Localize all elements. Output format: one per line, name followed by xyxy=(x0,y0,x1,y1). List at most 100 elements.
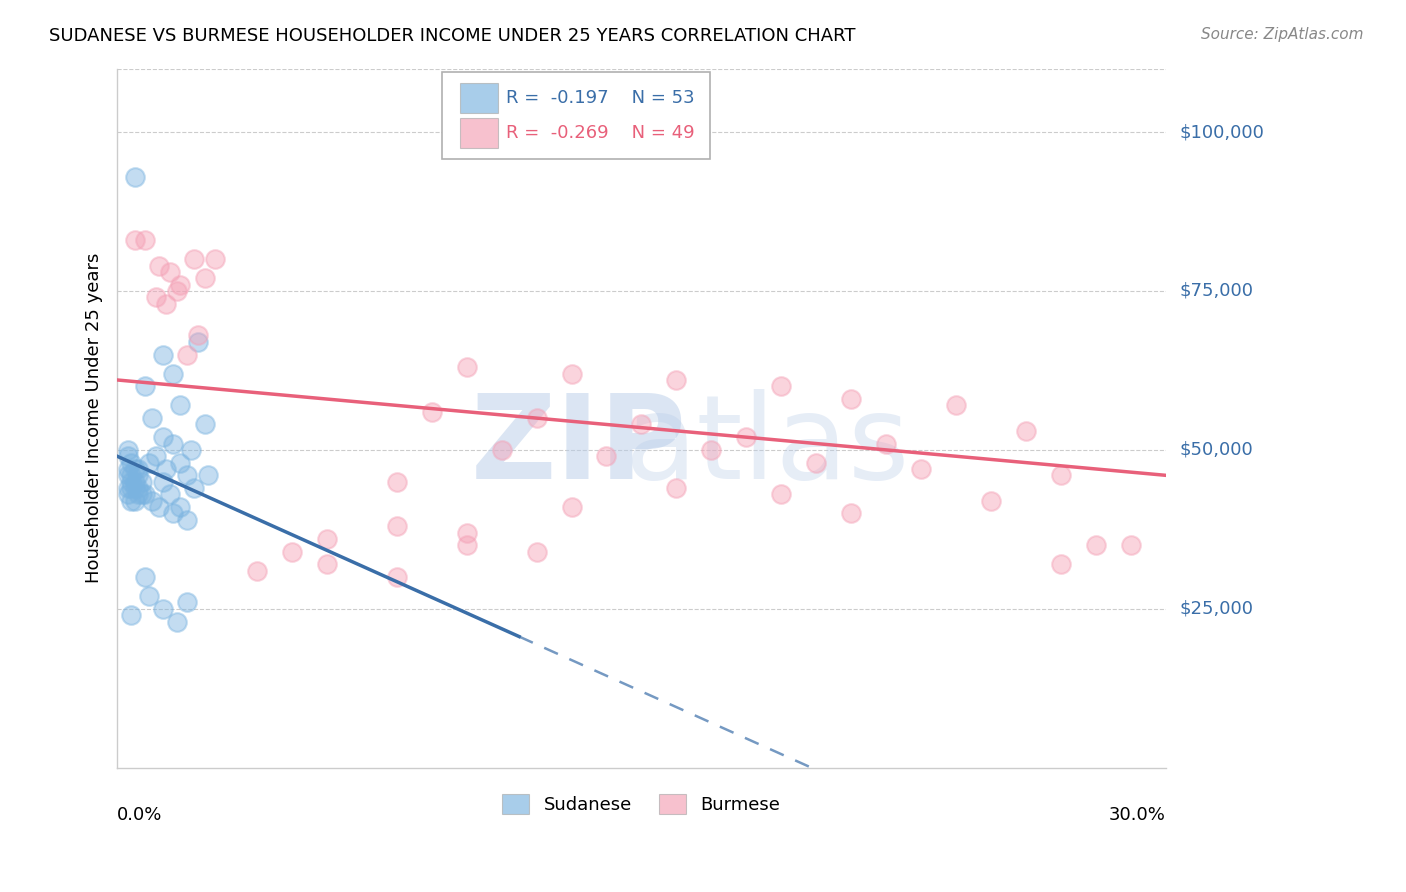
Point xyxy=(124,493,146,508)
Point xyxy=(138,589,160,603)
Point xyxy=(176,347,198,361)
Point xyxy=(169,500,191,514)
Point xyxy=(456,360,478,375)
Point xyxy=(526,544,548,558)
Point xyxy=(127,462,149,476)
Point xyxy=(180,442,202,457)
Point xyxy=(134,233,156,247)
Point xyxy=(561,367,583,381)
Point xyxy=(155,462,177,476)
Point xyxy=(117,468,139,483)
Point xyxy=(124,233,146,247)
Text: SUDANESE VS BURMESE HOUSEHOLDER INCOME UNDER 25 YEARS CORRELATION CHART: SUDANESE VS BURMESE HOUSEHOLDER INCOME U… xyxy=(49,27,856,45)
Legend: Sudanese, Burmese: Sudanese, Burmese xyxy=(495,788,787,822)
Point xyxy=(176,513,198,527)
Point xyxy=(193,271,215,285)
Point xyxy=(183,252,205,267)
Point xyxy=(281,544,304,558)
Point xyxy=(197,468,219,483)
Point xyxy=(910,462,932,476)
Point xyxy=(187,334,209,349)
Point xyxy=(134,487,156,501)
Y-axis label: Householder Income Under 25 years: Householder Income Under 25 years xyxy=(86,253,103,583)
Point xyxy=(561,500,583,514)
Point xyxy=(1050,558,1073,572)
Point xyxy=(145,290,167,304)
Point xyxy=(315,532,337,546)
Point xyxy=(839,507,862,521)
Point xyxy=(770,379,793,393)
FancyBboxPatch shape xyxy=(443,72,710,160)
Point xyxy=(127,481,149,495)
Text: atlas: atlas xyxy=(624,389,910,504)
Point xyxy=(124,475,146,489)
Point xyxy=(166,615,188,629)
Point xyxy=(131,475,153,489)
Point xyxy=(159,265,181,279)
Point xyxy=(176,468,198,483)
Point xyxy=(148,259,170,273)
Point xyxy=(665,481,688,495)
Point xyxy=(124,462,146,476)
Text: ZIP: ZIP xyxy=(471,389,686,504)
Text: $75,000: $75,000 xyxy=(1180,282,1254,300)
Text: $100,000: $100,000 xyxy=(1180,123,1264,141)
Point xyxy=(124,481,146,495)
Point xyxy=(127,468,149,483)
Point xyxy=(152,475,174,489)
Text: $25,000: $25,000 xyxy=(1180,599,1254,618)
Point xyxy=(120,608,142,623)
Point xyxy=(131,487,153,501)
Text: R =  -0.197    N = 53: R = -0.197 N = 53 xyxy=(506,89,695,107)
Point xyxy=(120,481,142,495)
Point xyxy=(159,487,181,501)
Point xyxy=(491,442,513,457)
Point xyxy=(152,347,174,361)
Point xyxy=(141,493,163,508)
Point xyxy=(120,493,142,508)
Point xyxy=(385,570,408,584)
Point xyxy=(770,487,793,501)
Point xyxy=(700,442,723,457)
Point xyxy=(456,538,478,552)
Point xyxy=(246,564,269,578)
Point xyxy=(875,436,897,450)
Point xyxy=(839,392,862,406)
Point xyxy=(117,481,139,495)
Point xyxy=(385,475,408,489)
Point xyxy=(117,462,139,476)
Point xyxy=(456,525,478,540)
Point xyxy=(595,449,617,463)
Text: R =  -0.269    N = 49: R = -0.269 N = 49 xyxy=(506,124,695,142)
Point xyxy=(120,456,142,470)
Point xyxy=(145,449,167,463)
Point xyxy=(665,373,688,387)
Point xyxy=(735,430,758,444)
Point xyxy=(1015,424,1038,438)
Point xyxy=(169,277,191,292)
Point xyxy=(806,456,828,470)
Point xyxy=(315,558,337,572)
Text: Source: ZipAtlas.com: Source: ZipAtlas.com xyxy=(1201,27,1364,42)
Point xyxy=(169,398,191,412)
Point xyxy=(155,296,177,310)
Point xyxy=(162,507,184,521)
Point xyxy=(152,602,174,616)
Point xyxy=(162,436,184,450)
Point xyxy=(1119,538,1142,552)
Point xyxy=(120,475,142,489)
Point xyxy=(526,411,548,425)
Point xyxy=(945,398,967,412)
Point xyxy=(187,328,209,343)
Point xyxy=(176,595,198,609)
Point xyxy=(630,417,652,432)
Point xyxy=(148,500,170,514)
Point xyxy=(162,367,184,381)
Point xyxy=(141,411,163,425)
Point xyxy=(183,481,205,495)
Point xyxy=(124,169,146,184)
Point xyxy=(166,284,188,298)
Point xyxy=(420,405,443,419)
Point xyxy=(117,442,139,457)
Point xyxy=(204,252,226,267)
